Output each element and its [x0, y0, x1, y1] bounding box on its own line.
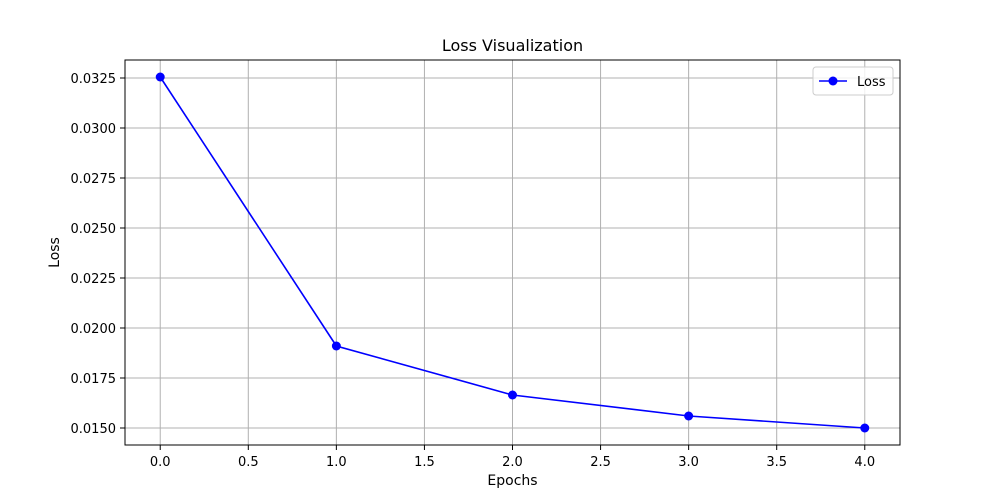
y-tick-label: 0.0300	[71, 122, 117, 137]
x-axis-label: Epochs	[487, 473, 537, 489]
x-tick-label: 3.5	[766, 455, 787, 470]
x-tick-label: 0.5	[238, 455, 259, 470]
grid-lines	[125, 60, 900, 445]
y-tick-label: 0.0325	[71, 72, 117, 87]
x-axis-ticks: 0.0 0.5 1.0 1.5 2.0 2.5 3.0 3.5 4.0	[150, 445, 875, 470]
legend-box	[812, 66, 894, 96]
legend-label: Loss	[857, 75, 886, 90]
y-tick-label: 0.0275	[71, 172, 117, 187]
x-tick-label: 3.0	[678, 455, 699, 470]
x-tick-label: 1.5	[414, 455, 435, 470]
loss-data-point	[684, 411, 694, 421]
loss-data-point	[860, 423, 870, 433]
y-tick-label: 0.0200	[71, 322, 117, 337]
x-tick-label: 1.0	[326, 455, 347, 470]
y-tick-label: 0.0250	[71, 222, 117, 237]
x-tick-label: 4.0	[854, 455, 875, 470]
series-layer	[155, 72, 870, 433]
loss-data-point	[508, 390, 517, 400]
y-tick-label: 0.0175	[71, 372, 117, 387]
loss-data-point	[331, 341, 341, 351]
x-tick-label: 0.0	[150, 455, 171, 470]
y-axis-label: Loss	[47, 237, 63, 268]
chart-title: Loss Visualization	[442, 36, 583, 55]
x-tick-label: 2.5	[590, 455, 611, 470]
y-tick-label: 0.0225	[71, 272, 117, 287]
legend-marker-swatch	[828, 76, 838, 86]
y-tick-label: 0.0150	[71, 422, 117, 437]
y-axis-ticks: 0.0150 0.0175 0.0200 0.0225 0.0250 0.0275 0.03…	[71, 72, 125, 437]
loss-data-point	[155, 72, 165, 82]
legend: Loss	[812, 66, 894, 96]
x-tick-label: 2.0	[502, 455, 523, 470]
